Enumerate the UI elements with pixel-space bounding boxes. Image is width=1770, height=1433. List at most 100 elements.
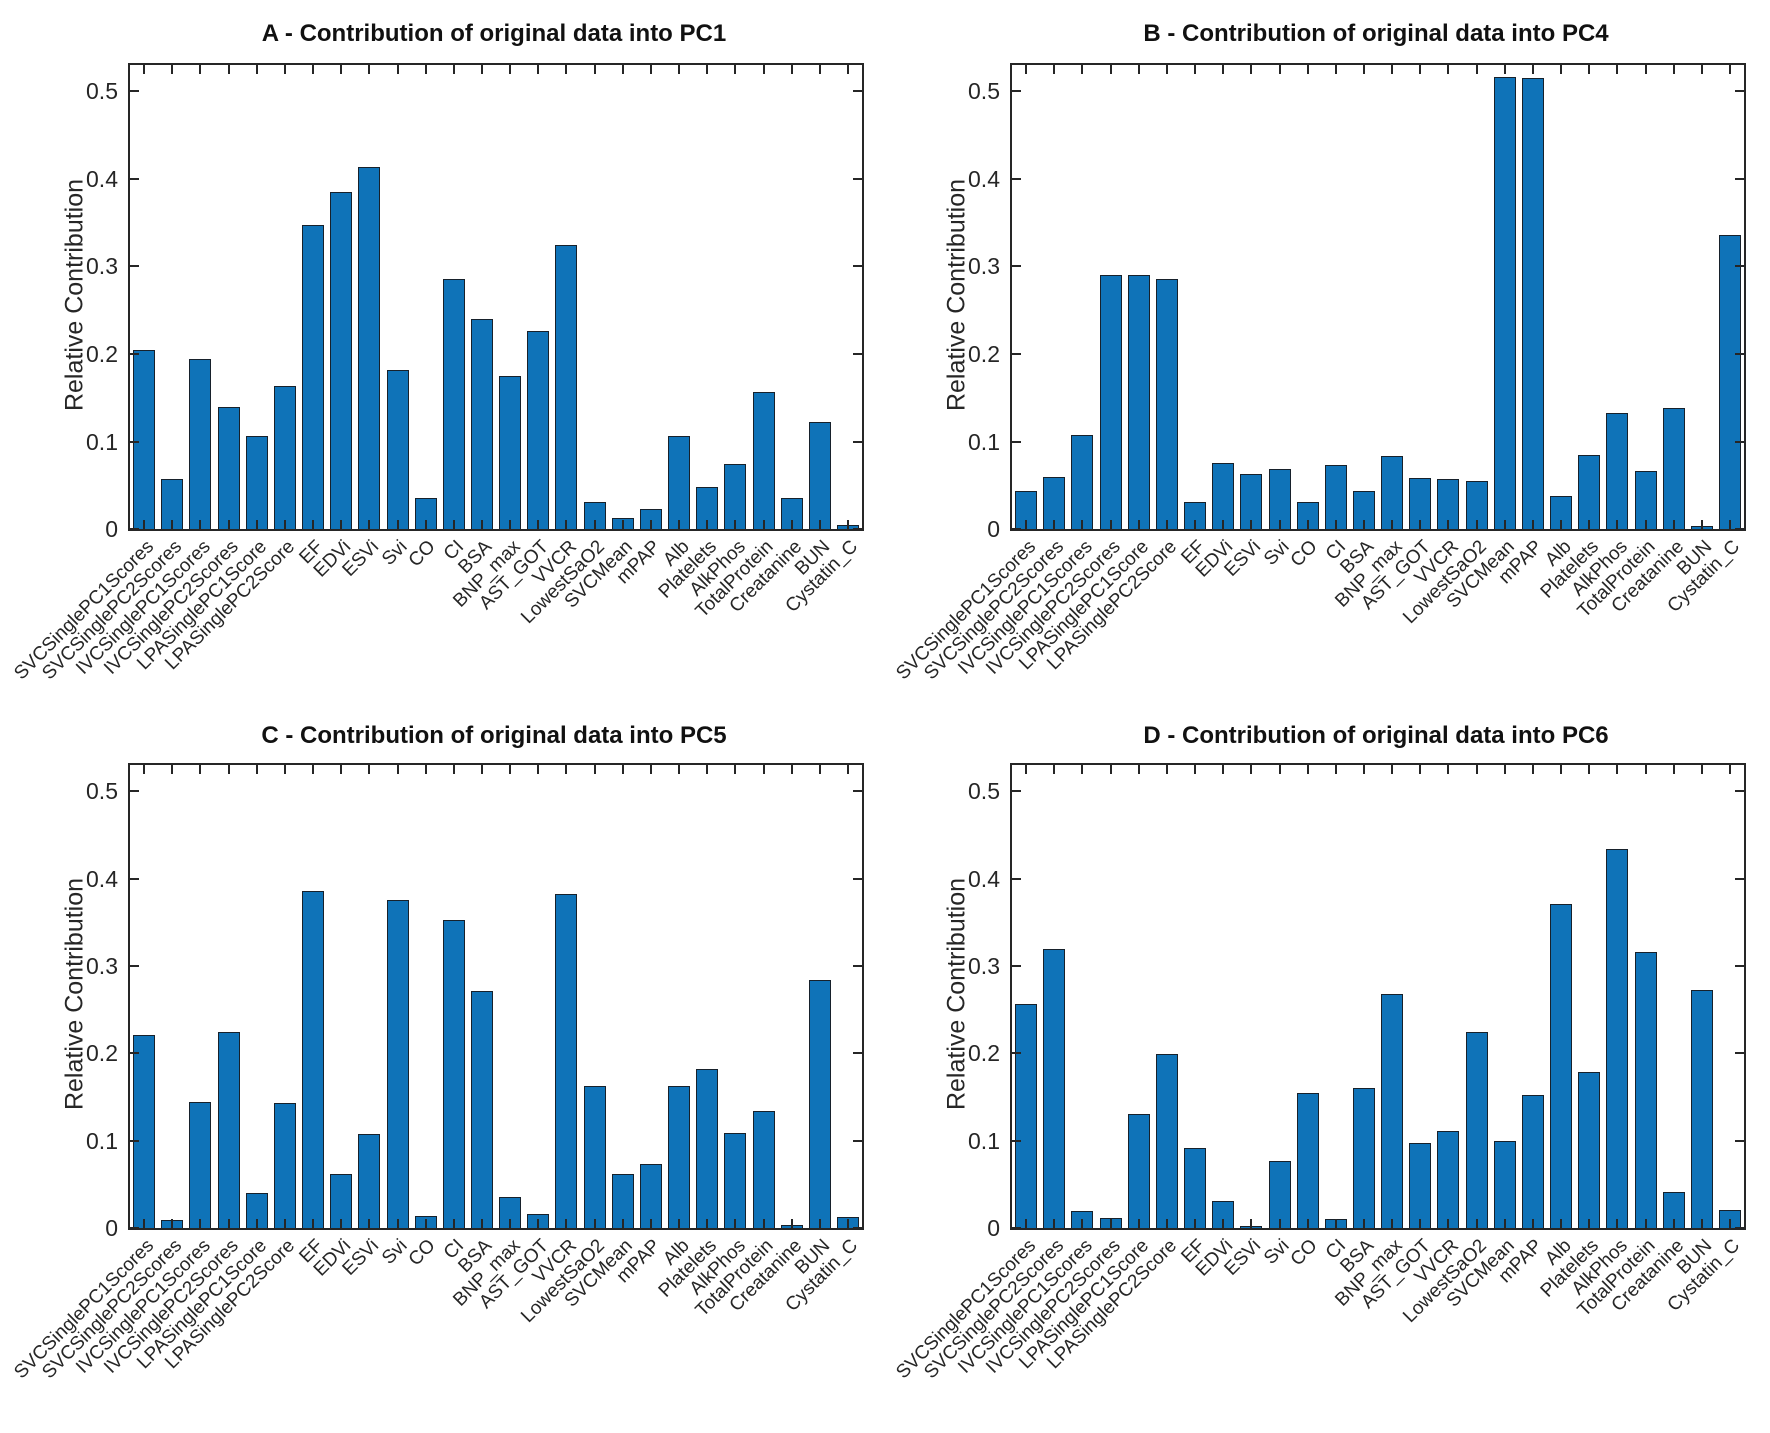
- x-tick-mark: [480, 65, 483, 74]
- y-tick-mark: [853, 1227, 862, 1229]
- y-tick-label: 0.3: [86, 253, 118, 280]
- y-tick-label: 0.5: [968, 78, 1000, 105]
- plot-area-b: SVCSinglePC1Scores SVCSinglePC2Scores IVCS…: [892, 63, 1746, 684]
- y-tick-label: 0.3: [86, 952, 118, 979]
- x-tick-mark: [1250, 1219, 1253, 1228]
- bar: [499, 1197, 522, 1228]
- x-tick-mark: [1334, 520, 1337, 529]
- x-tick-mark: [762, 65, 765, 74]
- x-tick-mark: [255, 520, 258, 529]
- y-tick-mark: [130, 877, 139, 880]
- x-tick-mark: [1194, 1219, 1196, 1228]
- y-tick-mark: [130, 1052, 139, 1055]
- x-tick-label: CO: [1286, 1235, 1322, 1271]
- x-tick-mark: [1447, 765, 1450, 774]
- bar: [330, 1173, 353, 1228]
- x-tick-mark: [143, 765, 146, 774]
- y-tick-label: 0.3: [968, 952, 1000, 979]
- x-tick-mark: [1419, 65, 1422, 74]
- x-tick-mark: [255, 1219, 258, 1228]
- x-tick-mark: [1391, 765, 1394, 774]
- x-tick-mark: [1165, 65, 1168, 74]
- x-tick-mark: [1222, 65, 1225, 74]
- x-tick-mark: [593, 765, 596, 774]
- bar: [161, 479, 184, 529]
- y-tick-mark: [1012, 177, 1021, 180]
- x-tick-mark: [1672, 1219, 1675, 1228]
- y-tick-label: 0.4: [968, 165, 1000, 192]
- x-tick-mark: [1560, 1219, 1562, 1228]
- x-tick-mark: [1616, 520, 1619, 529]
- bar: [442, 919, 465, 1228]
- y-tick-mark: [853, 265, 862, 268]
- bar: [1718, 234, 1741, 529]
- bar: [470, 318, 493, 529]
- x-tick-mark: [734, 1219, 737, 1228]
- x-tick-mark: [1616, 65, 1619, 74]
- bar: [1718, 1209, 1741, 1228]
- x-tick-mark: [368, 520, 371, 529]
- x-tick-mark: [1644, 65, 1647, 74]
- x-tick-mark: [1419, 520, 1422, 529]
- x-tick-mark: [340, 765, 343, 774]
- x-tick-mark: [1531, 1219, 1534, 1228]
- bar: [245, 436, 268, 529]
- x-tick-mark: [706, 1219, 709, 1228]
- x-tick-mark: [1503, 520, 1506, 529]
- x-tick-mark: [1165, 520, 1168, 529]
- x-tick-mark: [1137, 1219, 1140, 1228]
- y-tick-label: 0.3: [968, 253, 1000, 280]
- x-tick-mark: [1053, 1219, 1056, 1228]
- x-tick-mark: [1109, 765, 1112, 774]
- x-tick-mark: [396, 520, 399, 529]
- y-tick-label: 0.1: [86, 1127, 118, 1154]
- x-tick-mark: [1531, 65, 1534, 74]
- bar: [1606, 848, 1629, 1228]
- x-tick-mark: [1447, 65, 1450, 74]
- bar: [527, 331, 550, 529]
- x-tick-mark: [1306, 765, 1309, 774]
- x-tick-mark: [790, 765, 793, 774]
- y-tick-label: 0: [987, 516, 1000, 542]
- x-tick-mark: [1644, 765, 1647, 774]
- x-tick-mark: [368, 1219, 371, 1228]
- x-tick-mark: [1306, 65, 1309, 74]
- x-tick-mark: [1672, 520, 1675, 529]
- bar: [1155, 278, 1178, 529]
- bar: [808, 979, 831, 1228]
- x-tick-mark: [1109, 520, 1112, 529]
- x-tick-mark: [621, 1219, 624, 1228]
- x-tick-mark: [1194, 65, 1196, 74]
- x-tick-mark: [255, 65, 258, 74]
- bar: [1352, 1088, 1375, 1228]
- x-tick-mark: [818, 1219, 821, 1228]
- bar: [330, 191, 353, 529]
- y-tick-label: 0.1: [86, 428, 118, 455]
- x-tick-mark: [649, 1219, 652, 1228]
- x-tick-mark: [678, 1219, 680, 1228]
- bar: [470, 991, 493, 1228]
- y-tick-mark: [1012, 964, 1021, 967]
- x-tick-mark: [1278, 1219, 1281, 1228]
- x-tick-mark: [1109, 1219, 1112, 1228]
- x-tick-mark: [255, 765, 258, 774]
- x-tick-mark: [368, 765, 371, 774]
- x-tick-mark: [1700, 765, 1703, 774]
- x-tick-mark: [1419, 1219, 1422, 1228]
- x-tick-mark: [1278, 65, 1281, 74]
- bar: [245, 1193, 268, 1228]
- y-tick-label: 0.5: [86, 78, 118, 105]
- x-tick-mark: [565, 765, 568, 774]
- y-tick-mark: [130, 528, 139, 530]
- x-tick-mark: [1081, 520, 1084, 529]
- x-tick-mark: [283, 765, 286, 774]
- y-tick-mark: [1012, 90, 1021, 93]
- x-tick-mark: [1137, 65, 1140, 74]
- x-tick-mark: [565, 65, 568, 74]
- x-tick-mark: [1109, 65, 1112, 74]
- x-tick-mark: [593, 520, 596, 529]
- x-tick-mark: [1616, 765, 1619, 774]
- x-tick-mark: [340, 1219, 343, 1228]
- y-tick-mark: [130, 1227, 139, 1229]
- x-tick-mark: [171, 765, 174, 774]
